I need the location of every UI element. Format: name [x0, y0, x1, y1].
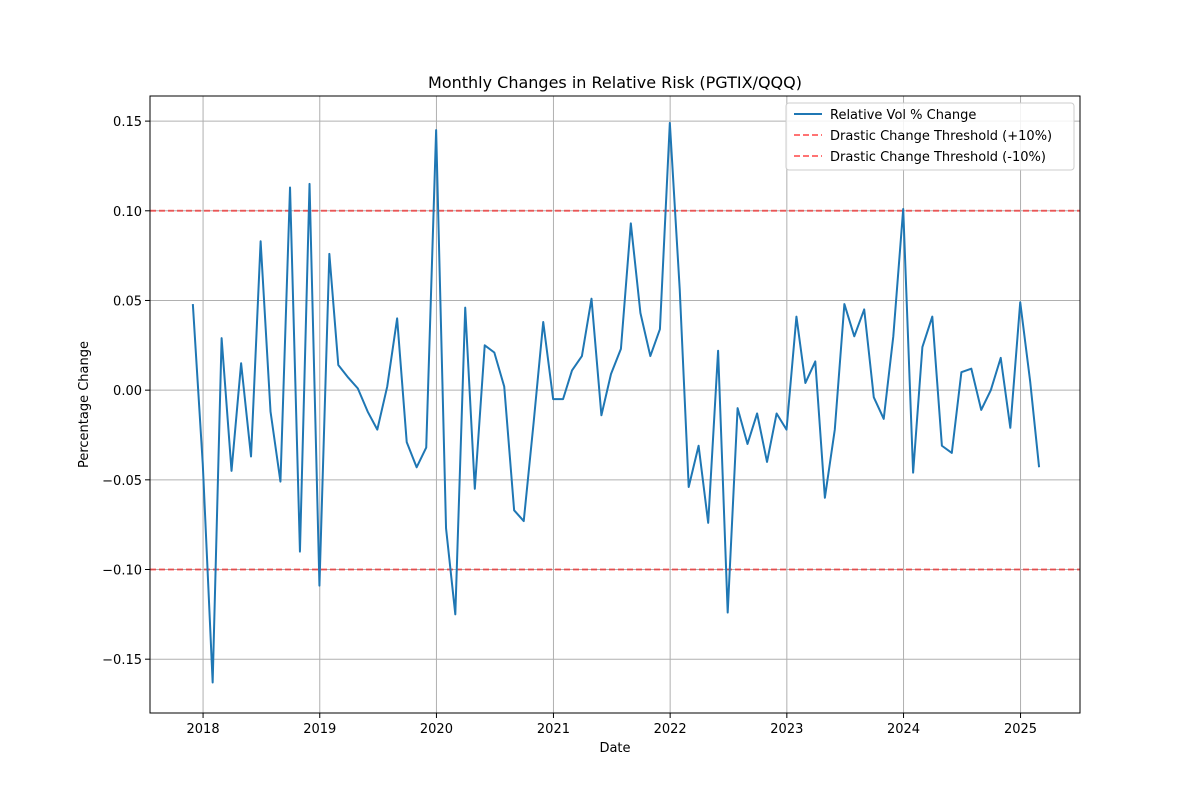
x-axis-label: Date — [599, 741, 630, 756]
x-tick-label: 2024 — [887, 722, 920, 737]
y-tick-label: 0.15 — [113, 115, 142, 130]
x-tick-label: 2023 — [770, 722, 803, 737]
y-tick-label: −0.05 — [102, 474, 142, 489]
y-tick-label: 0.10 — [113, 205, 142, 220]
chart-title: Monthly Changes in Relative Risk (PGTIX/… — [428, 73, 802, 92]
series-layer — [191, 121, 1041, 684]
x-tick-label: 2018 — [187, 722, 220, 737]
plot-area-frame — [149, 95, 1081, 714]
x-tick-label: 2022 — [654, 722, 687, 737]
series-line-relative-vol-change — [191, 121, 1041, 684]
x-tick-label: 2020 — [420, 722, 453, 737]
legend-label-vol-change: Relative Vol % Change — [830, 108, 976, 123]
x-tick-label: 2019 — [303, 722, 336, 737]
legend-box — [785, 102, 1075, 171]
y-tick-label: 0.00 — [113, 384, 142, 399]
x-tick-label: 2025 — [1004, 722, 1037, 737]
legend-label-lower-threshold: Drastic Change Threshold (-10%) — [830, 150, 1046, 165]
y-tick-label: 0.05 — [113, 294, 142, 309]
legend-label-upper-threshold: Drastic Change Threshold (+10%) — [830, 129, 1052, 144]
axis-ticks: 2018 2019 2020 2021 2022 2023 2024 2025 0.15 0.10… — [102, 115, 1037, 737]
legend: Relative Vol % Change Drastic Change Thr… — [785, 102, 1075, 171]
y-axis-label: Percentage Change — [77, 341, 92, 468]
threshold-lines — [150, 209, 1080, 571]
y-tick-label: −0.15 — [102, 653, 142, 668]
y-tick-label: −0.10 — [102, 564, 142, 579]
x-tick-label: 2021 — [537, 722, 570, 737]
